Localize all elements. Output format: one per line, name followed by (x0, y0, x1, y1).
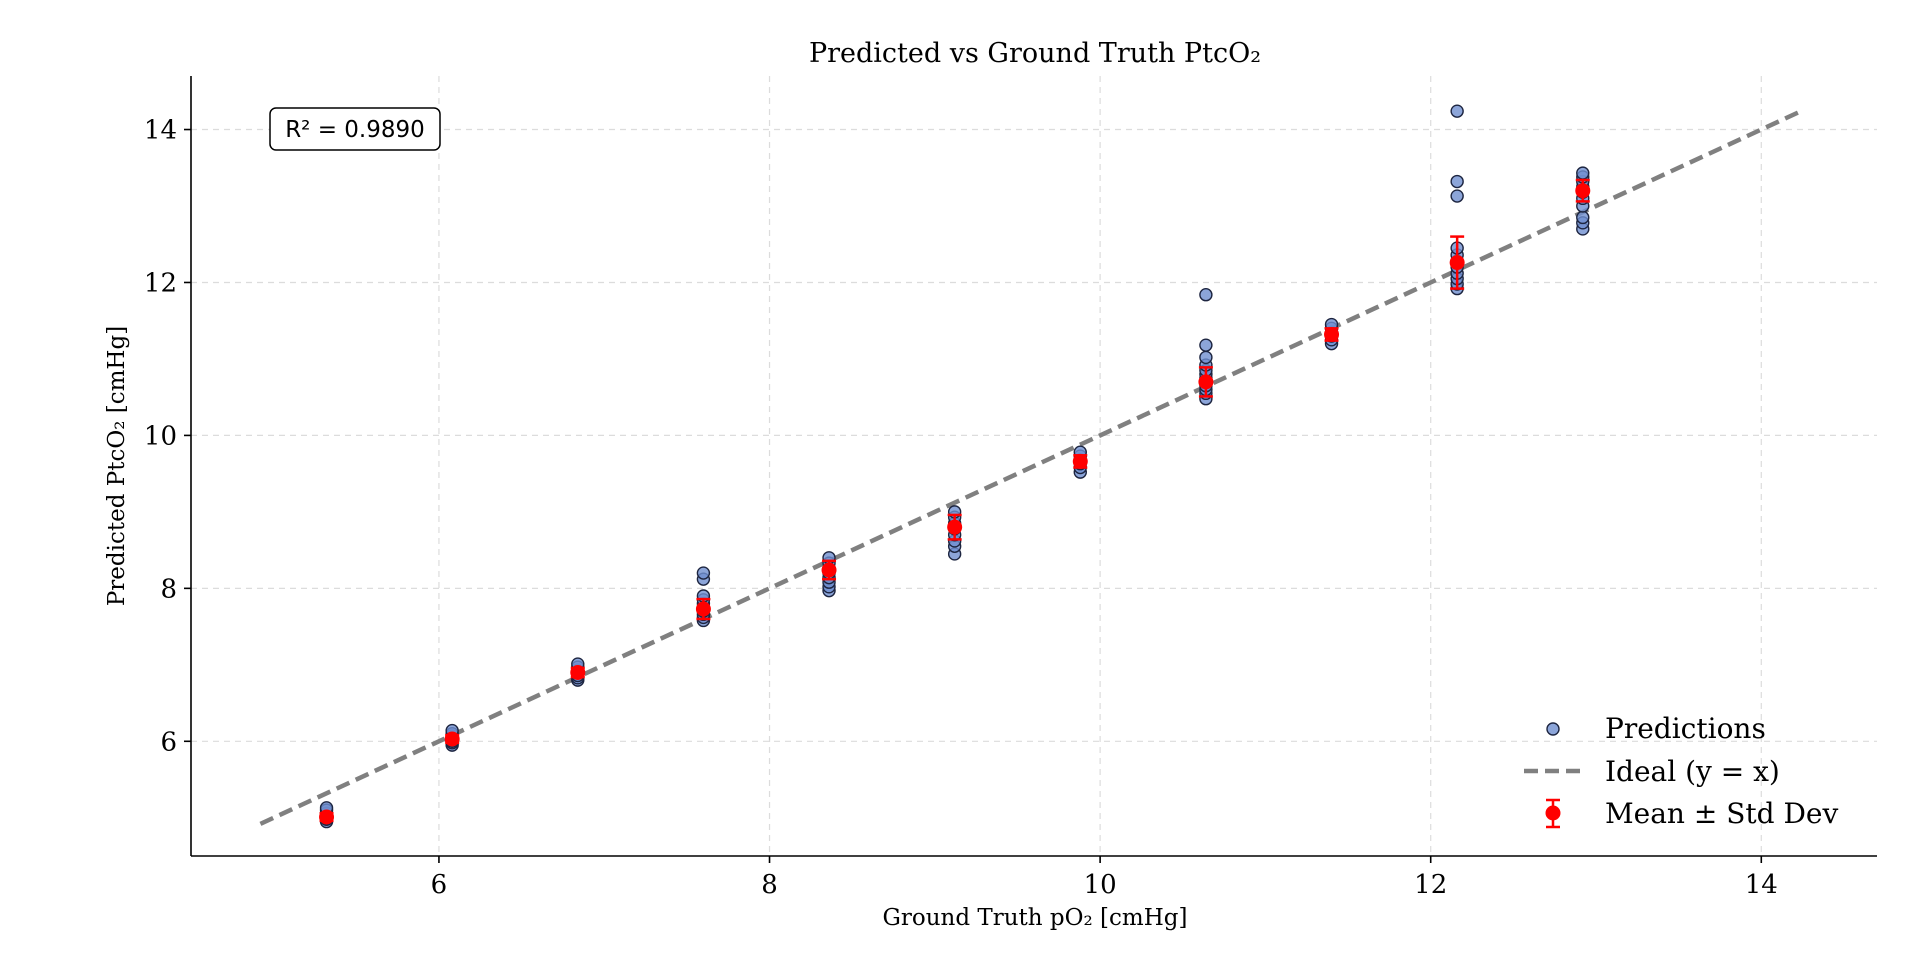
legend-ideal-label: Ideal (y = x) (1605, 755, 1780, 788)
legend-predictions-label: Predictions (1605, 712, 1766, 745)
mean-std-layer (319, 178, 1591, 825)
y-tick-label: 8 (160, 574, 177, 604)
mean-point (444, 731, 460, 747)
y-axis-label: Predicted PtcO₂ [cmHg] (104, 326, 130, 606)
legend-mean-marker (1545, 805, 1561, 821)
mean-point (1324, 326, 1340, 342)
mean-point (821, 562, 837, 578)
x-tick-label: 12 (1414, 870, 1447, 900)
chart-title: Predicted vs Ground Truth PtcO₂ (809, 38, 1261, 69)
mean-point (1072, 453, 1088, 469)
x-tick-label: 8 (761, 870, 778, 900)
legend-predictions-marker (1546, 722, 1560, 736)
axes (190, 76, 1877, 857)
x-tick-label: 10 (1084, 870, 1117, 900)
legend-mean-label: Mean ± Std Dev (1605, 797, 1839, 830)
y-tick-label: 10 (144, 421, 177, 451)
x-tick-label: 14 (1745, 870, 1778, 900)
ideal-line (259, 108, 1804, 826)
mean-point (1575, 183, 1591, 199)
ideal-line-layer (259, 108, 1804, 826)
x-tick-label: 6 (431, 870, 448, 900)
x-axis-label: Ground Truth pO₂ [cmHg] (883, 905, 1188, 931)
prediction-point (1199, 288, 1213, 302)
prediction-point (1450, 174, 1464, 189)
prediction-point (1450, 189, 1464, 203)
prediction-point (1576, 210, 1590, 225)
mean-point (695, 601, 711, 617)
y-tick-label: 12 (144, 268, 177, 298)
prediction-point (1199, 338, 1213, 352)
predictions-layer (319, 104, 1590, 829)
mean-point (570, 664, 586, 680)
y-tick-label: 6 (160, 727, 177, 757)
r2-box (269, 107, 441, 151)
y-tick-label: 14 (144, 116, 177, 146)
mean-point (1449, 255, 1465, 271)
grid (191, 76, 1877, 856)
mean-point (1198, 374, 1214, 390)
mean-point (319, 809, 335, 825)
ticks: 6 8 10 12 14 6 8 10 12 14 (144, 116, 1778, 900)
mean-point (947, 519, 963, 535)
prediction-point (1576, 166, 1590, 180)
prediction-point (696, 566, 711, 580)
legend: Predictions Ideal (y = x) Mean ± Std Dev (1524, 712, 1839, 830)
r2-annotation: R² = 0.9890 (269, 107, 441, 151)
prediction-point (1199, 350, 1213, 365)
r2-label: R² = 0.9890 (285, 117, 425, 143)
prediction-point (1450, 104, 1464, 118)
